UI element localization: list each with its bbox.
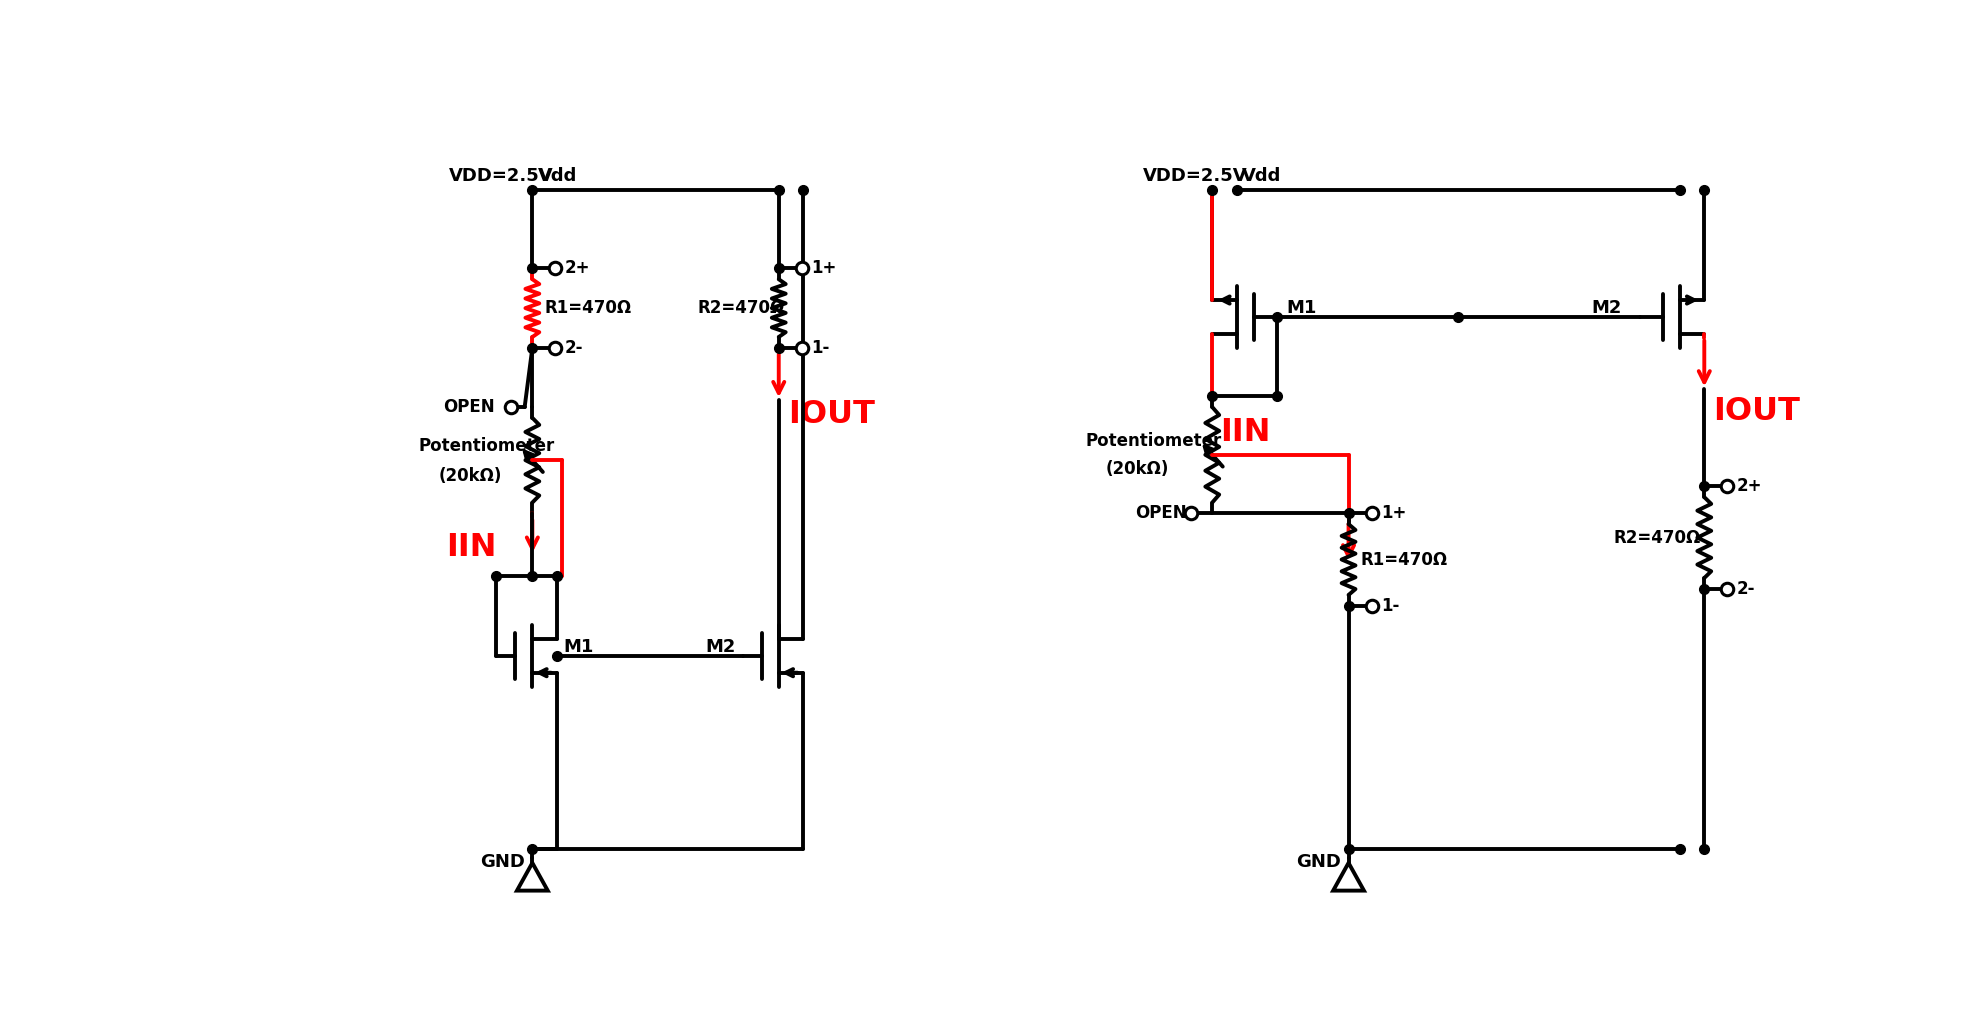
Text: GND: GND	[481, 853, 524, 871]
Text: M1: M1	[1287, 298, 1317, 317]
Text: IIN: IIN	[445, 532, 497, 564]
Text: 2-: 2-	[566, 339, 583, 356]
Text: Potentiometer: Potentiometer	[418, 438, 554, 455]
Text: 1-: 1-	[1382, 597, 1399, 615]
Text: IOUT: IOUT	[1713, 396, 1800, 428]
Text: OPEN: OPEN	[1135, 504, 1187, 522]
Text: M2: M2	[706, 637, 735, 656]
Text: M2: M2	[1593, 298, 1622, 317]
Text: (20kΩ): (20kΩ)	[438, 466, 503, 485]
Text: R2=470Ω: R2=470Ω	[698, 299, 784, 318]
Text: R1=470Ω: R1=470Ω	[1360, 551, 1449, 568]
Text: 2+: 2+	[1736, 477, 1762, 496]
Text: Vdd: Vdd	[1242, 167, 1281, 185]
Text: (20kΩ): (20kΩ)	[1106, 460, 1169, 477]
Text: M1: M1	[564, 637, 593, 656]
Text: 2+: 2+	[566, 260, 589, 278]
Text: R1=470Ω: R1=470Ω	[544, 299, 633, 318]
Text: OPEN: OPEN	[443, 398, 495, 416]
Text: R2=470Ω: R2=470Ω	[1614, 528, 1701, 547]
Text: VDD=2.5V: VDD=2.5V	[1143, 167, 1248, 185]
Text: IIN: IIN	[1220, 417, 1271, 448]
Text: Potentiometer: Potentiometer	[1086, 432, 1222, 450]
Text: 1+: 1+	[1382, 504, 1405, 522]
Text: VDD=2.5V: VDD=2.5V	[449, 167, 554, 185]
Text: Vdd: Vdd	[538, 167, 578, 185]
Text: IOUT: IOUT	[788, 399, 875, 431]
Text: 2-: 2-	[1736, 580, 1754, 598]
Text: GND: GND	[1297, 853, 1340, 871]
Text: 1+: 1+	[812, 260, 836, 278]
Text: 1-: 1-	[812, 339, 830, 356]
